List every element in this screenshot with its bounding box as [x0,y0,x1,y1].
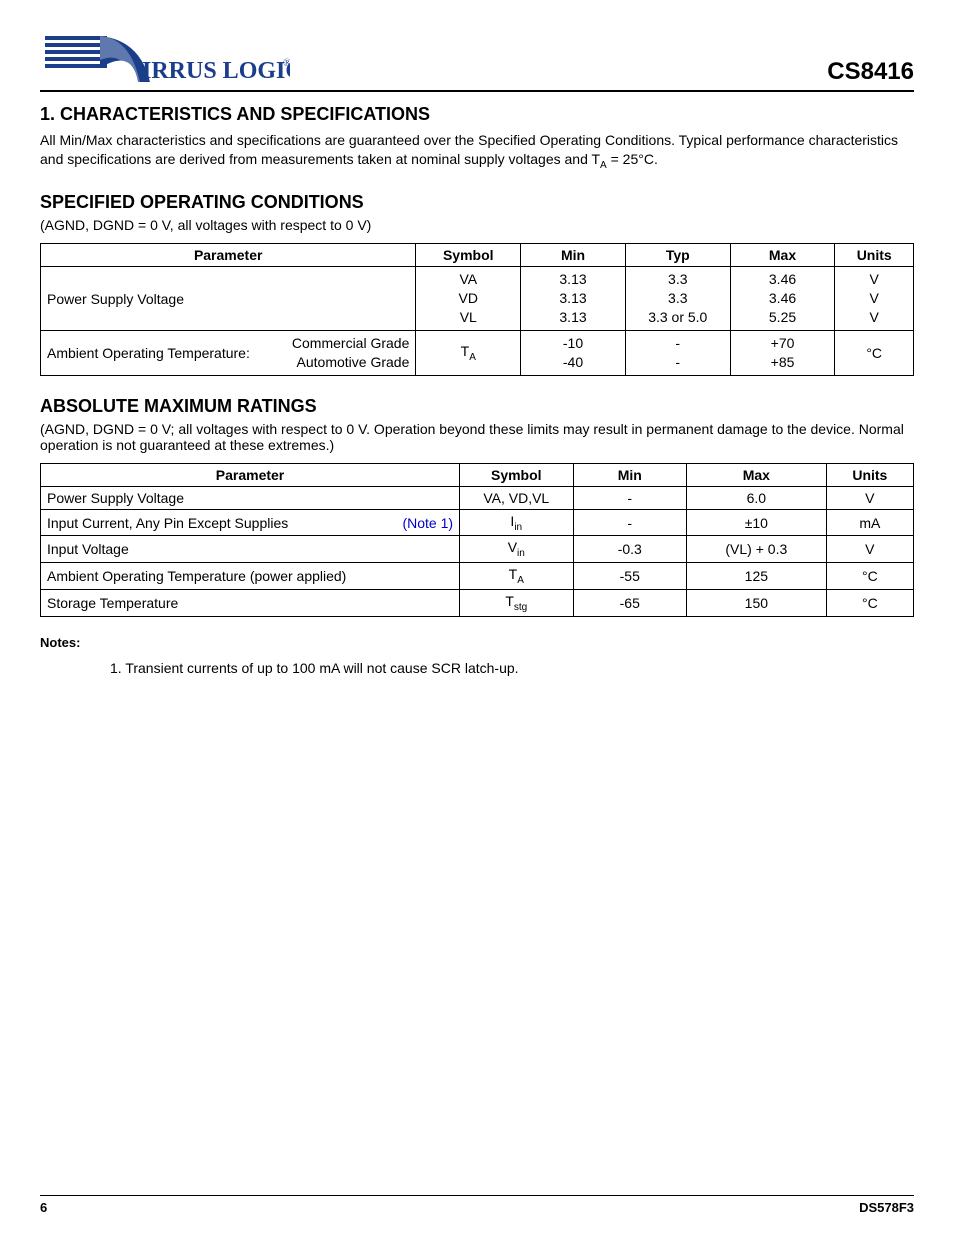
table-header-row: Parameter Symbol Min Typ Max Units [41,244,914,267]
cell-units: V [826,536,913,563]
cell-symbol: VA, VD,VL [460,486,573,509]
section-intro: All Min/Max characteristics and specific… [40,131,914,172]
table-row: Power Supply Voltage VA VD VL 3.13 3.13 … [41,267,914,331]
soc-title: SPECIFIED OPERATING CONDITIONS [40,192,914,213]
table-row: Storage Temperature Tstg -65 150 °C [41,590,914,617]
cell-max: 3.46 3.46 5.25 [730,267,835,331]
cell-max: (VL) + 0.3 [687,536,827,563]
cell-min: -10 -40 [521,330,626,375]
cell-typ: - - [625,330,730,375]
table-row: Ambient Operating Temperature: Commercia… [41,330,914,375]
amr-note: (AGND, DGND = 0 V; all voltages with res… [40,421,914,453]
cirrus-logic-logo-icon: IRRUS LOGIC ® [40,30,290,86]
page-header: IRRUS LOGIC ® CS8416 [40,30,914,92]
cell-min: -55 [573,563,686,590]
cell-parameter: Power Supply Voltage [41,486,460,509]
th-max: Max [687,463,827,486]
cell-parameter: Storage Temperature [41,590,460,617]
th-min: Min [521,244,626,267]
cell-parameter: Ambient Operating Temperature (power app… [41,563,460,590]
cell-symbol: VA VD VL [416,267,521,331]
th-parameter: Parameter [41,463,460,486]
cell-parameter: Input Current, Any Pin Except Supplies (… [41,509,460,536]
cell-units: V [826,486,913,509]
th-min: Min [573,463,686,486]
th-typ: Typ [625,244,730,267]
th-symbol: Symbol [460,463,573,486]
cell-symbol: Iin [460,509,573,536]
soc-note: (AGND, DGND = 0 V, all voltages with res… [40,217,914,233]
cell-symbol: TA [416,330,521,375]
company-logo: IRRUS LOGIC ® [40,30,290,86]
section-title: 1. CHARACTERISTICS AND SPECIFICATIONS [40,104,914,125]
cell-units: V V V [835,267,914,331]
cell-parameter: Input Voltage [41,536,460,563]
page-footer: 6 DS578F3 [40,1195,914,1215]
notes-label: Notes: [40,635,914,650]
table-row: Input Current, Any Pin Except Supplies (… [41,509,914,536]
cell-units: °C [826,590,913,617]
cell-max: 150 [687,590,827,617]
cell-min: - [573,509,686,536]
cell-units: mA [826,509,913,536]
table-row: Ambient Operating Temperature (power app… [41,563,914,590]
cell-max: 125 [687,563,827,590]
amr-title: ABSOLUTE MAXIMUM RATINGS [40,396,914,417]
cell-min: - [573,486,686,509]
intro-sub: A [600,160,607,171]
part-number: CS8416 [827,58,914,86]
logo-text: IRRUS LOGIC [142,58,290,84]
note-link[interactable]: (Note 1) [402,515,453,531]
cell-min: 3.13 3.13 3.13 [521,267,626,331]
page-number: 6 [40,1200,47,1215]
cell-max: 6.0 [687,486,827,509]
cell-symbol: TA [460,563,573,590]
th-symbol: Symbol [416,244,521,267]
cell-parameter: Ambient Operating Temperature: Commercia… [41,330,416,375]
soc-table: Parameter Symbol Min Typ Max Units Power… [40,243,914,375]
cell-min: -0.3 [573,536,686,563]
cell-units: °C [826,563,913,590]
svg-text:®: ® [283,57,290,69]
cell-max: ±10 [687,509,827,536]
table-row: Power Supply Voltage VA, VD,VL - 6.0 V [41,486,914,509]
th-max: Max [730,244,835,267]
intro-tail: = 25°C. [607,151,658,167]
cell-parameter: Power Supply Voltage [41,267,416,331]
cell-max: +70 +85 [730,330,835,375]
amr-table: Parameter Symbol Min Max Units Power Sup… [40,463,914,617]
table-row: Input Voltage Vin -0.3 (VL) + 0.3 V [41,536,914,563]
cell-min: -65 [573,590,686,617]
th-units: Units [826,463,913,486]
th-units: Units [835,244,914,267]
cell-symbol: Vin [460,536,573,563]
intro-text: All Min/Max characteristics and specific… [40,132,898,167]
th-parameter: Parameter [41,244,416,267]
doc-number: DS578F3 [859,1200,914,1215]
table-header-row: Parameter Symbol Min Max Units [41,463,914,486]
cell-typ: 3.3 3.3 3.3 or 5.0 [625,267,730,331]
cell-symbol: Tstg [460,590,573,617]
note-item: 1. Transient currents of up to 100 mA wi… [110,660,914,676]
cell-units: °C [835,330,914,375]
